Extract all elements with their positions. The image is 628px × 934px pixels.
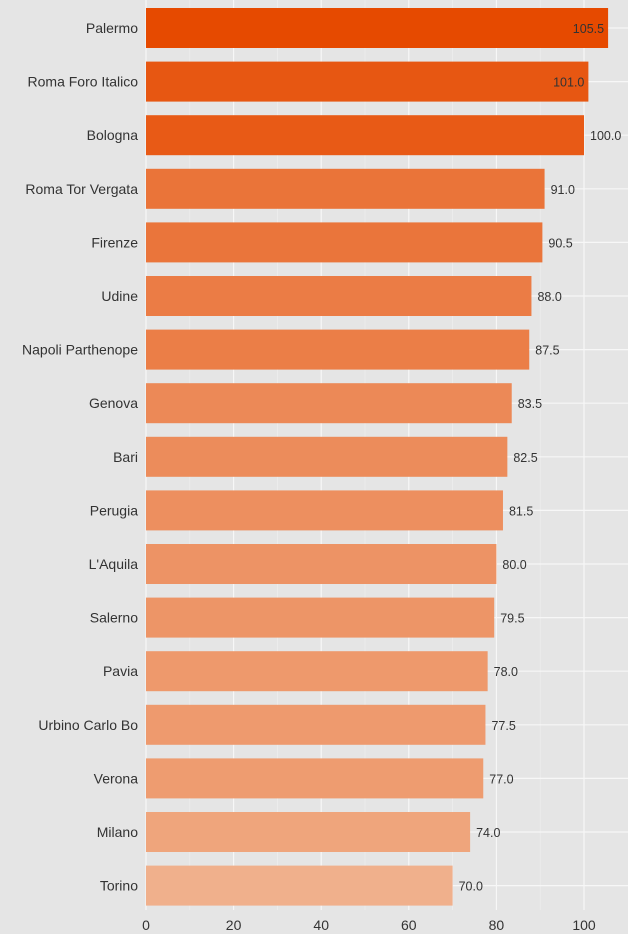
x-tick-label: 0 — [142, 917, 150, 933]
bar — [146, 8, 609, 48]
bar — [146, 490, 503, 531]
bar — [146, 812, 471, 852]
bar — [146, 168, 545, 209]
value-label: 90.5 — [548, 236, 572, 250]
value-label: 77.5 — [491, 719, 515, 733]
bar — [146, 544, 497, 584]
value-label: 91.0 — [551, 183, 575, 197]
category-label: Perugia — [90, 502, 138, 518]
bar — [146, 704, 486, 745]
category-label: Firenze — [91, 234, 138, 250]
bar — [146, 61, 589, 102]
x-tick-label: 100 — [572, 917, 596, 933]
category-label: Napoli Parthenope — [22, 342, 138, 358]
category-label: Genova — [89, 395, 138, 411]
bar — [146, 276, 532, 316]
bar — [146, 115, 584, 156]
category-label: Bologna — [87, 127, 139, 143]
value-label: 78.0 — [494, 665, 518, 679]
value-label: 74.0 — [476, 826, 500, 840]
bar — [146, 597, 495, 638]
bar — [146, 383, 512, 424]
category-label: Udine — [101, 288, 138, 304]
x-tick-label: 80 — [489, 917, 505, 933]
value-labels: 105.5 101.0 100.0 91.0 90.5 88.0 87.5 83.5 82.5 8… — [459, 22, 622, 894]
value-label: 105.5 — [573, 22, 604, 36]
value-label: 82.5 — [513, 451, 537, 465]
category-label: Pavia — [103, 663, 138, 679]
bar — [146, 651, 488, 692]
value-label: 81.5 — [509, 504, 533, 518]
value-label: 87.5 — [535, 344, 559, 358]
bar — [146, 865, 453, 906]
bar — [146, 436, 508, 477]
bar — [146, 329, 530, 370]
category-label: Roma Foro Italico — [28, 74, 139, 90]
value-label: 70.0 — [459, 880, 483, 894]
bar — [146, 758, 484, 799]
category-label: Roma Tor Vergata — [25, 181, 138, 197]
category-label: L'Aquila — [89, 556, 139, 572]
category-label: Verona — [94, 770, 139, 786]
x-tick-label: 20 — [226, 917, 242, 933]
category-label: Palermo — [86, 20, 138, 36]
bars-group — [146, 8, 609, 906]
value-label: 80.0 — [502, 558, 526, 572]
x-tick-label: 40 — [313, 917, 329, 933]
category-label: Salerno — [90, 610, 138, 626]
value-label: 100.0 — [590, 129, 621, 143]
x-tick-label: 60 — [401, 917, 417, 933]
value-label: 101.0 — [553, 76, 584, 90]
x-axis-ticks: 0 20 40 60 80 100 — [142, 917, 596, 933]
bar — [146, 222, 543, 263]
category-label: Bari — [113, 449, 138, 465]
value-label: 79.5 — [500, 612, 524, 626]
value-label: 83.5 — [518, 397, 542, 411]
category-labels: Palermo Roma Foro Italico Bologna Roma Tor … — [22, 20, 138, 894]
value-label: 77.0 — [489, 772, 513, 786]
category-label: Milano — [97, 824, 138, 840]
category-label: Torino — [100, 878, 138, 894]
value-label: 88.0 — [537, 290, 561, 304]
category-label: Urbino Carlo Bo — [38, 717, 138, 733]
